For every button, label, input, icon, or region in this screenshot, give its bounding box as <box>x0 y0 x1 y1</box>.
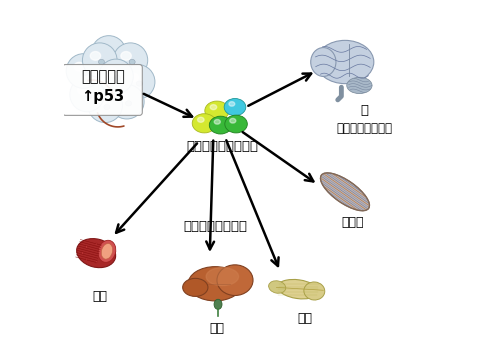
Ellipse shape <box>210 105 217 110</box>
Ellipse shape <box>99 44 110 53</box>
Ellipse shape <box>217 265 253 295</box>
Ellipse shape <box>99 59 133 94</box>
Ellipse shape <box>188 267 242 301</box>
Text: 脂肪の老化: 脂肪の老化 <box>81 69 124 84</box>
Text: 肝臓: 肝臓 <box>209 322 224 335</box>
Ellipse shape <box>66 54 101 88</box>
Ellipse shape <box>206 268 239 286</box>
Ellipse shape <box>96 97 106 105</box>
Ellipse shape <box>225 115 247 133</box>
Text: ↑p53: ↑p53 <box>81 89 124 104</box>
Ellipse shape <box>214 119 220 124</box>
Text: インスリン抵抗性: インスリン抵抗性 <box>337 122 393 135</box>
Ellipse shape <box>321 173 369 211</box>
Ellipse shape <box>102 244 113 259</box>
Ellipse shape <box>82 43 117 77</box>
Ellipse shape <box>99 59 104 64</box>
Text: インスリン抵抗性: インスリン抵抗性 <box>183 220 247 232</box>
Ellipse shape <box>91 36 126 70</box>
Ellipse shape <box>347 77 372 93</box>
Ellipse shape <box>128 73 139 82</box>
Ellipse shape <box>98 240 116 262</box>
Ellipse shape <box>107 52 114 57</box>
Ellipse shape <box>113 43 148 77</box>
Ellipse shape <box>278 279 319 299</box>
Ellipse shape <box>224 98 246 115</box>
Ellipse shape <box>86 94 92 99</box>
Ellipse shape <box>316 40 374 84</box>
Ellipse shape <box>82 70 88 75</box>
Ellipse shape <box>88 88 122 123</box>
Ellipse shape <box>70 77 104 112</box>
Ellipse shape <box>198 117 204 122</box>
Ellipse shape <box>109 252 111 254</box>
Ellipse shape <box>104 104 110 110</box>
Ellipse shape <box>214 299 222 310</box>
Ellipse shape <box>192 114 217 133</box>
Ellipse shape <box>95 243 97 245</box>
Ellipse shape <box>268 281 286 293</box>
Ellipse shape <box>105 245 107 248</box>
Text: 骨格筋: 骨格筋 <box>341 216 364 229</box>
Ellipse shape <box>209 116 232 134</box>
Ellipse shape <box>311 47 336 76</box>
Ellipse shape <box>121 64 155 99</box>
Ellipse shape <box>85 245 87 248</box>
Ellipse shape <box>74 62 84 71</box>
Ellipse shape <box>85 258 87 261</box>
Ellipse shape <box>105 258 107 261</box>
Ellipse shape <box>229 102 235 106</box>
Ellipse shape <box>95 261 97 264</box>
Ellipse shape <box>90 51 101 60</box>
Text: 悪玉アディポカイン: 悪玉アディポカイン <box>186 140 258 153</box>
Ellipse shape <box>109 84 144 119</box>
Ellipse shape <box>230 118 236 123</box>
Ellipse shape <box>78 86 88 94</box>
Ellipse shape <box>81 252 83 254</box>
Ellipse shape <box>115 76 121 81</box>
FancyBboxPatch shape <box>62 64 142 115</box>
Ellipse shape <box>129 59 135 64</box>
Ellipse shape <box>304 282 325 300</box>
Text: 脳: 脳 <box>361 104 369 117</box>
Ellipse shape <box>106 68 117 76</box>
Ellipse shape <box>183 278 208 296</box>
Text: 血管: 血管 <box>92 290 107 303</box>
Ellipse shape <box>136 81 142 86</box>
Ellipse shape <box>205 101 229 120</box>
Text: 膵臓: 膵臓 <box>298 312 313 324</box>
Ellipse shape <box>121 51 131 60</box>
Ellipse shape <box>77 239 116 268</box>
Ellipse shape <box>125 101 132 106</box>
Ellipse shape <box>117 93 128 102</box>
